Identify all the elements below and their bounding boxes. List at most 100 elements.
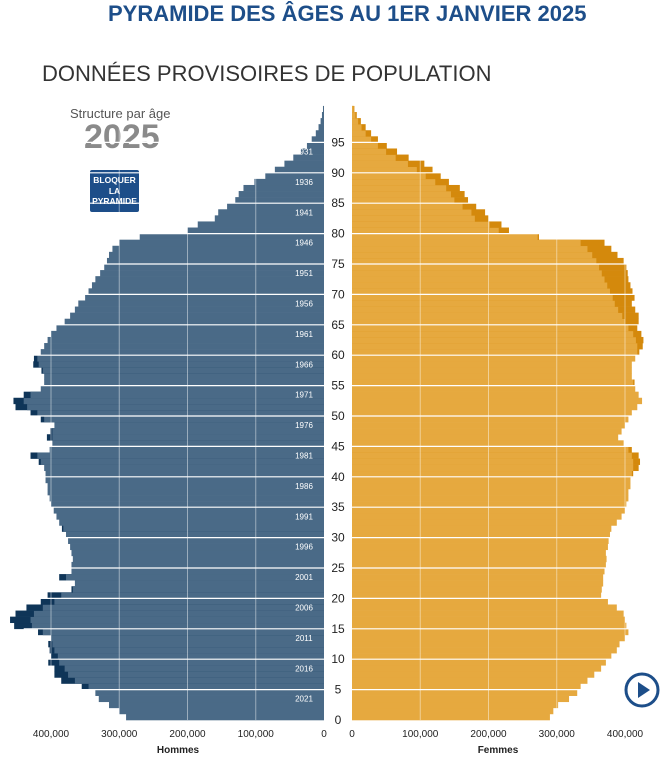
bar-women-66	[352, 312, 623, 320]
bar-men-14	[42, 628, 325, 636]
bar-men-43	[37, 452, 324, 459]
age-tick-40: 40	[331, 470, 345, 484]
bar-men-51	[27, 403, 325, 411]
bar-men-8	[64, 665, 325, 672]
bar-women-90	[352, 166, 417, 174]
bar-women-20	[352, 592, 602, 599]
bar-men-4	[95, 689, 324, 696]
bar-women-85	[352, 197, 455, 204]
bar-women-32	[352, 519, 617, 526]
bar-men-34	[53, 507, 324, 514]
age-tick-65: 65	[331, 318, 345, 332]
bar-men-59	[37, 355, 324, 362]
x-tick-left-3: 100,000	[238, 729, 275, 740]
birth-year-1951: 1951	[295, 269, 313, 278]
bar-women-3	[352, 695, 570, 703]
bar-women-80	[352, 227, 499, 234]
bar-women-40	[352, 470, 632, 478]
bar-men-76	[109, 251, 324, 259]
bar-men-62	[47, 336, 325, 344]
bar-women-95	[352, 136, 372, 143]
age-tick-35: 35	[331, 500, 345, 514]
bar-men-64	[56, 324, 325, 332]
lock-pyramid-button[interactable]: BLOQUER LA PYRAMIDE	[90, 170, 139, 212]
bar-women-87	[352, 184, 447, 192]
bar-women-82	[352, 215, 475, 222]
bar-men-48	[54, 422, 324, 429]
age-tick-90: 90	[331, 166, 345, 180]
bar-men-15	[31, 622, 324, 630]
birth-year-2011: 2011	[295, 634, 313, 643]
bar-men-12	[52, 640, 325, 648]
bar-men-27	[71, 549, 324, 557]
bar-men-2	[109, 701, 324, 709]
bar-men-37	[47, 488, 325, 496]
x-tick-left-1: 300,000	[101, 729, 138, 740]
bar-men-7	[68, 671, 324, 678]
bar-men-99	[321, 112, 324, 119]
bar-men-73	[100, 270, 324, 277]
age-tick-80: 80	[331, 227, 345, 241]
bar-women-6	[352, 677, 588, 684]
bar-men-79	[139, 233, 324, 240]
bar-men-6	[74, 677, 324, 684]
bar-women-22	[352, 580, 604, 587]
bar-women-96	[352, 130, 366, 137]
x-tick-left-0: 400,000	[33, 729, 70, 740]
axis-label-men: Hommes	[157, 745, 200, 756]
year-display: 2025	[84, 118, 160, 156]
x-tick-left-4: 0	[321, 729, 327, 740]
bar-men-86	[238, 191, 324, 198]
x-tick-right-1: 100,000	[402, 729, 439, 740]
bar-men-11	[54, 647, 324, 654]
bar-men-54	[40, 385, 324, 392]
birth-year-1966: 1966	[295, 360, 313, 369]
age-tick-85: 85	[331, 196, 345, 210]
age-tick-60: 60	[331, 348, 345, 362]
bar-women-99	[352, 112, 356, 119]
bar-women-74	[352, 264, 600, 271]
bar-men-47	[52, 428, 325, 435]
age-tick-15: 15	[331, 622, 345, 636]
bar-men-58	[38, 361, 325, 368]
bar-women-65	[352, 318, 625, 326]
bar-men-42	[40, 458, 324, 465]
bar-men-52	[23, 397, 324, 405]
bar-women-26	[352, 555, 607, 563]
age-tick-5: 5	[335, 683, 342, 697]
bar-men-46	[52, 434, 325, 441]
bar-women-97	[352, 124, 362, 131]
bar-women-11	[352, 647, 617, 654]
birth-year-1936: 1936	[295, 178, 313, 187]
birth-year-1986: 1986	[295, 482, 313, 491]
bar-women-4	[352, 689, 578, 696]
bar-men-63	[51, 330, 324, 338]
bar-men-31	[63, 525, 324, 532]
x-tick-right-0: 0	[349, 729, 355, 740]
age-tick-10: 10	[331, 652, 345, 666]
bar-men-89	[265, 172, 324, 180]
bar-women-10	[352, 653, 612, 660]
bar-women-51	[352, 403, 638, 411]
bar-women-16	[352, 616, 625, 624]
bar-men-19	[54, 598, 324, 605]
bar-men-74	[104, 264, 324, 271]
birth-year-1996: 1996	[295, 543, 313, 552]
play-circle-icon	[624, 672, 660, 708]
bar-women-7	[352, 671, 595, 678]
bar-women-55	[352, 379, 634, 386]
bar-men-39	[45, 476, 324, 484]
bar-men-92	[293, 154, 324, 161]
bar-men-84	[227, 203, 324, 210]
x-tick-right-2: 200,000	[470, 729, 507, 740]
bar-women-47	[352, 428, 622, 435]
play-button[interactable]	[624, 672, 660, 708]
axis-label-women: Femmes	[478, 745, 519, 756]
birth-year-1971: 1971	[295, 391, 313, 400]
bar-women-64	[352, 324, 629, 332]
bar-women-68	[352, 300, 615, 307]
bar-women-77	[352, 245, 588, 253]
bar-women-58	[352, 361, 632, 368]
bar-women-71	[352, 282, 608, 289]
